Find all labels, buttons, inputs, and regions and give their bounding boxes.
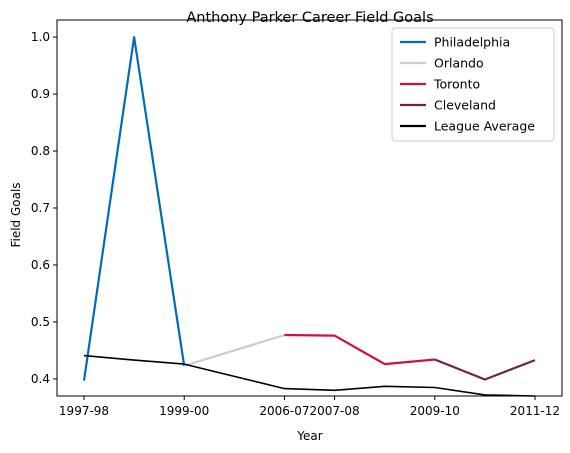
x-axis: 1997-98 1999-00 2006-07 2007-08 2009-10 2011-… [59, 396, 560, 418]
x-tick-label: 1997-98 [59, 404, 109, 418]
x-tick-label: 2007-08 [309, 404, 359, 418]
x-tick-label: 2006-07 [259, 404, 309, 418]
y-tick-label: 0.9 [31, 87, 50, 101]
plot-series [82, 35, 536, 397]
y-tick-label: 0.7 [31, 201, 50, 215]
series-line-cleveland [434, 358, 536, 381]
chart-title: Anthony Parker Career Field Goals [186, 10, 433, 26]
y-tick-label: 0.5 [31, 315, 50, 329]
legend-label-toronto: Toronto [433, 77, 480, 92]
legend: Philadelphia Orlando Toronto Cleveland Leagu… [391, 27, 555, 142]
y-tick-label: 0.8 [31, 144, 50, 158]
x-tick-label: 1999-00 [159, 404, 209, 418]
x-tick-label: 2009-10 [410, 404, 460, 418]
x-tick-label: 2011-12 [510, 404, 560, 418]
legend-label-philadelphia: Philadelphia [434, 35, 510, 50]
series-line-toronto [284, 333, 435, 366]
y-axis: 0.4 0.5 0.6 0.7 0.8 0.9 1.0 [31, 30, 57, 386]
legend-label-orlando: Orlando [434, 56, 484, 71]
x-axis-label: Year [296, 429, 322, 443]
series-line-orlando [183, 333, 285, 367]
legend-label-cleveland: Cleveland [434, 98, 496, 113]
y-tick-label: 1.0 [31, 30, 50, 44]
series-line-philadelphia [82, 35, 186, 381]
series-line-league-average [83, 354, 536, 397]
y-axis-label: Field Goals [9, 182, 23, 247]
legend-box [391, 27, 555, 142]
legend-label-league-average: League Average [434, 119, 535, 134]
y-tick-label: 0.6 [31, 258, 50, 272]
y-tick-label: 0.4 [31, 372, 50, 386]
